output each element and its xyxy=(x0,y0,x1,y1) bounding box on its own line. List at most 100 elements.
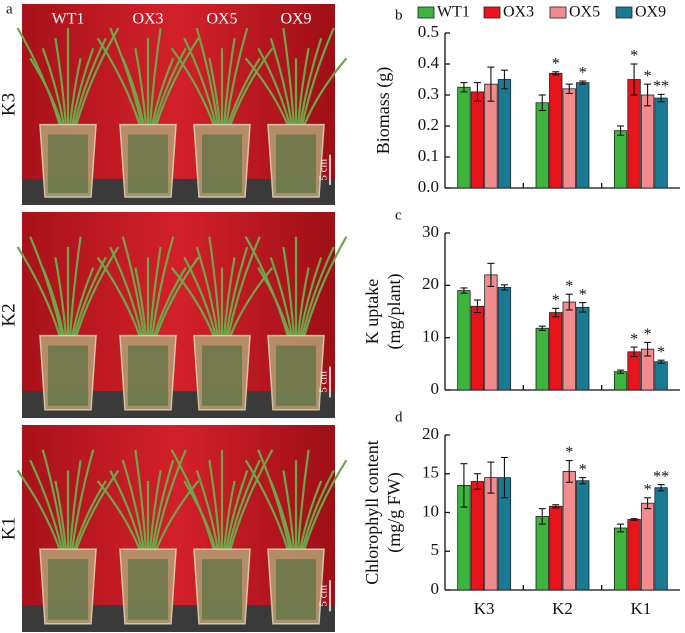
significance-label: * xyxy=(579,65,587,82)
y-tick-label: 0.0 xyxy=(418,177,439,196)
bar xyxy=(613,371,628,391)
bar xyxy=(562,88,576,189)
significance-label: * xyxy=(552,55,560,72)
significance-label: * xyxy=(644,481,652,498)
leaf xyxy=(257,449,291,550)
panel-label: b xyxy=(395,7,403,23)
row-label: K2 xyxy=(0,303,19,326)
leaf xyxy=(301,470,335,550)
leaf xyxy=(71,449,95,550)
bar xyxy=(535,515,549,591)
significance-label: * xyxy=(579,286,587,303)
leaf xyxy=(227,459,261,550)
error-bar xyxy=(657,359,665,364)
leaf xyxy=(225,246,249,336)
row-label: K1 xyxy=(0,517,19,540)
leaf xyxy=(73,256,107,336)
error-bar xyxy=(538,508,546,525)
error-bar xyxy=(644,83,652,107)
leaf xyxy=(75,469,120,550)
leaf xyxy=(183,480,217,550)
leaf xyxy=(269,480,293,550)
leaf xyxy=(75,27,120,125)
bar xyxy=(549,72,563,189)
x-tick-label: K2 xyxy=(552,599,573,618)
y-axis-label: (mg/g FW) xyxy=(384,472,405,553)
y-tick-label: 0.3 xyxy=(418,84,439,103)
bar xyxy=(613,527,628,591)
bar xyxy=(549,505,563,591)
error-bar xyxy=(473,473,481,490)
bar xyxy=(470,481,485,591)
leaf xyxy=(244,459,289,550)
y-tick-label: 5 xyxy=(431,540,440,559)
leaf xyxy=(71,47,95,125)
significance-label: ** xyxy=(653,468,669,485)
y-tick-label: 0 xyxy=(431,379,440,398)
error-bar xyxy=(630,63,638,96)
leaf xyxy=(299,256,323,336)
leaf xyxy=(225,470,249,550)
error-bar xyxy=(500,284,508,291)
leaf xyxy=(41,449,65,550)
error-bar xyxy=(579,302,587,313)
y-tick-label: 0.1 xyxy=(418,146,439,165)
error-bar xyxy=(538,325,546,331)
leaf xyxy=(225,27,249,125)
bar xyxy=(640,94,655,189)
roots xyxy=(48,134,88,193)
error-bar xyxy=(473,299,481,314)
significance-label: * xyxy=(630,48,638,65)
leaf xyxy=(29,57,63,125)
leaf xyxy=(153,267,187,336)
leaf xyxy=(54,37,67,125)
roots xyxy=(128,134,168,193)
bar xyxy=(535,327,549,391)
column-label: OX9 xyxy=(280,11,311,28)
significance-label: * xyxy=(630,331,638,348)
roots xyxy=(128,559,168,620)
leaf xyxy=(69,58,82,125)
leaf xyxy=(195,470,219,550)
leaf xyxy=(69,236,82,336)
leaf xyxy=(297,267,310,336)
leaf xyxy=(149,470,162,550)
error-bar xyxy=(565,460,573,483)
leaf xyxy=(229,47,274,125)
leaf xyxy=(195,246,219,336)
bar xyxy=(470,91,485,189)
legend-swatch xyxy=(417,6,435,19)
roots xyxy=(202,134,242,193)
error-bar xyxy=(657,93,665,103)
leaf xyxy=(282,246,295,336)
error-bar xyxy=(617,369,625,374)
leaf xyxy=(134,449,147,550)
roots xyxy=(202,345,242,406)
y-tick-label: 0.4 xyxy=(418,53,440,72)
leaf xyxy=(16,246,61,336)
leaf xyxy=(29,236,63,336)
leaf xyxy=(71,267,95,336)
y-tick-label: 10 xyxy=(422,327,439,346)
significance-label: * xyxy=(565,444,573,461)
error-bar xyxy=(552,504,560,509)
error-bar xyxy=(657,484,665,492)
error-bar xyxy=(487,66,495,102)
leaf xyxy=(41,267,65,336)
roots xyxy=(48,345,88,406)
leaf xyxy=(269,37,293,125)
bar xyxy=(576,82,590,189)
leaf xyxy=(183,256,217,336)
bar xyxy=(535,102,549,189)
error-bar xyxy=(487,461,495,494)
column-label: OX3 xyxy=(132,11,163,28)
scale-label: 5 cm xyxy=(318,584,330,606)
leaf xyxy=(208,58,221,125)
scale-label: 5 cm xyxy=(318,371,330,393)
y-tick-label: 0 xyxy=(431,579,440,598)
leaf xyxy=(301,246,335,336)
leaf xyxy=(16,469,61,550)
legend-label: OX5 xyxy=(569,4,600,21)
photo-panel: a 5 cm K3 5 cm K2 5 cm K1 WT1 OX3 OX5 OX9 xyxy=(0,1,348,632)
